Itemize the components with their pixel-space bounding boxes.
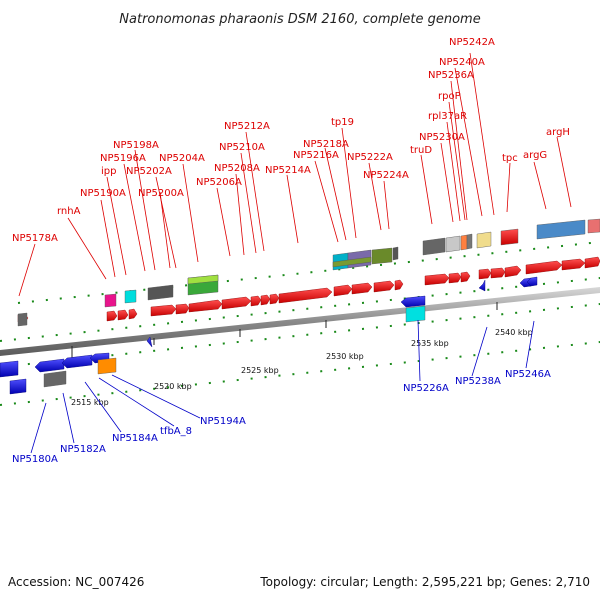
reverse-features-lower	[43, 305, 426, 388]
scale-label: 2520 kbp	[154, 382, 192, 391]
gene-label: NP5236A	[428, 70, 474, 81]
gene-label: NP5222A	[347, 152, 393, 163]
gene-label: rpl37aR	[428, 111, 467, 122]
gene-label: NP5246A	[505, 369, 551, 380]
gene-label: rnhA	[57, 206, 81, 217]
scale-label: 2540 kbp	[495, 328, 533, 337]
gene-label: NP5184A	[112, 433, 158, 444]
gene-label: NP5218A	[303, 139, 349, 150]
gene-label: argG	[523, 150, 547, 161]
forward-features-upper	[17, 218, 600, 327]
gene-label: NP5214A	[265, 165, 311, 176]
gene-label: NP5212A	[224, 121, 270, 132]
gene-label: NP5242A	[449, 37, 495, 48]
gene-label: argH	[546, 127, 570, 138]
scale-labels: 2515 kbp 2520 kbp 2525 kbp 2530 kbp 2535…	[71, 328, 533, 407]
gene-label: NP5230A	[419, 132, 465, 143]
reverse-gene-labels: NP5180A NP5182A NP5184A tfbA_8 NP5194A N…	[12, 369, 551, 465]
scale-label: 2530 kbp	[326, 352, 364, 361]
gene-label: NP5204A	[159, 153, 205, 164]
gene-label: tp19	[331, 117, 354, 128]
gene-label: NP5196A	[100, 153, 146, 164]
gene-label: ipp	[101, 166, 116, 177]
gene-label: NP5198A	[113, 140, 159, 151]
scale-label: 2535 kbp	[411, 339, 449, 348]
gene-label: NP5240A	[439, 57, 485, 68]
gene-label: NP5216A	[293, 150, 339, 161]
gene-label: NP5210A	[219, 142, 265, 153]
reverse-cds-arrows	[0, 276, 538, 395]
gene-label: NP5178A	[12, 233, 58, 244]
gene-label: NP5224A	[363, 170, 409, 181]
map-title: Natronomonas pharaonis DSM 2160, complet…	[119, 12, 480, 27]
gene-label: NP5206A	[196, 177, 242, 188]
gene-label: rpoP	[438, 91, 461, 102]
scale-label: 2515 kbp	[71, 398, 109, 407]
gene-label: NP5180A	[12, 454, 58, 465]
forward-leaders	[18, 52, 572, 297]
accession-text: Accession: NC_007426	[8, 575, 145, 589]
gene-label: NP5182A	[60, 444, 106, 455]
gene-label: truD	[410, 145, 432, 156]
scale-ticks	[71, 302, 498, 362]
gene-label: NP5200A	[138, 188, 184, 199]
gene-label: tfbA_8	[160, 426, 192, 437]
gene-label: NP5238A	[455, 376, 501, 387]
gene-label: NP5190A	[80, 188, 126, 199]
gene-label: NP5202A	[126, 166, 172, 177]
reverse-leaders	[30, 319, 535, 454]
gene-label: NP5226A	[403, 383, 449, 394]
genome-summary-text: Topology: circular; Length: 2,595,221 bp…	[260, 575, 590, 589]
gene-label: tpc	[502, 153, 518, 164]
forward-gene-labels: NP5178A rnhA NP5190A ipp NP5196A NP5198A…	[12, 37, 570, 244]
gene-label: NP5208A	[214, 163, 260, 174]
gene-label: NP5194A	[200, 416, 246, 427]
forward-cds-arrows	[17, 256, 600, 323]
scale-label: 2525 kbp	[241, 366, 279, 375]
